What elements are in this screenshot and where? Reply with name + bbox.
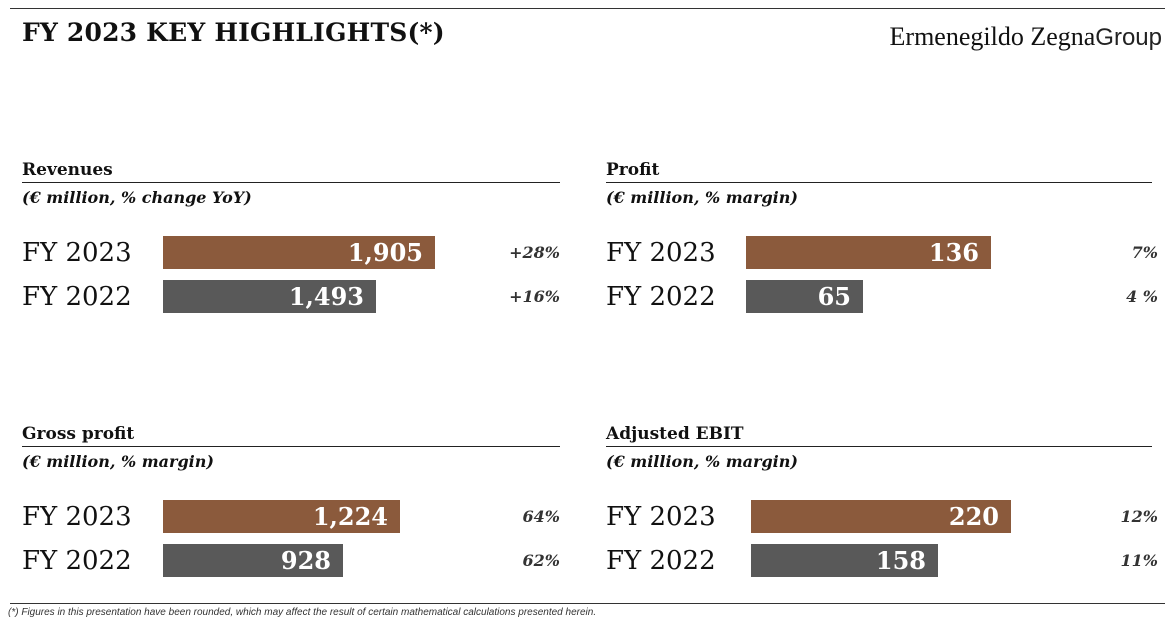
- chart-subtitle: (€ million, % change YoY): [22, 188, 252, 207]
- bar-row: FY 2022 928 62%: [22, 544, 560, 578]
- change-annotation: +16%: [509, 287, 560, 306]
- data-label: 1,224: [312, 502, 388, 531]
- category-label: FY 2023: [22, 238, 132, 268]
- category-label: FY 2022: [606, 546, 716, 576]
- bar: [746, 280, 863, 313]
- bar: [746, 236, 991, 269]
- bar-row: FY 2022 158 11%: [606, 544, 1158, 578]
- category-label: FY 2023: [22, 502, 132, 532]
- chart-title: Revenues: [22, 160, 560, 183]
- change-annotation: 12%: [1120, 507, 1158, 526]
- data-label: 158: [875, 546, 926, 575]
- chart-title: Gross profit: [22, 424, 560, 447]
- chart-title: Profit: [606, 160, 1152, 183]
- bar-row: FY 2023 1,224 64%: [22, 500, 560, 534]
- change-annotation: +28%: [509, 243, 560, 262]
- change-annotation: 62%: [522, 551, 560, 570]
- category-label: FY 2022: [606, 282, 716, 312]
- bar: [163, 500, 400, 533]
- category-label: FY 2023: [606, 238, 716, 268]
- chart-subtitle: (€ million, % margin): [22, 452, 214, 471]
- logo-name: Ermenegildo Zegna: [889, 22, 1096, 51]
- data-label: 928: [280, 546, 331, 575]
- bar: [163, 236, 435, 269]
- brand-logo: Ermenegildo ZegnaGroup: [890, 22, 1162, 52]
- category-label: FY 2023: [606, 502, 716, 532]
- chart-panel-1: Profit (€ million, % margin) FY 2023 136 7% F…: [606, 160, 1158, 320]
- chart-panel-2: Gross profit (€ million, % margin) FY 2023…: [22, 424, 560, 584]
- chart-subtitle: (€ million, % margin): [606, 452, 798, 471]
- bar-row: FY 2023 220 12%: [606, 500, 1158, 534]
- bar-row: FY 2022 1,493 +16%: [22, 280, 560, 314]
- change-annotation: 11%: [1120, 551, 1158, 570]
- bar: [751, 544, 938, 577]
- data-label: 136: [928, 238, 979, 267]
- category-label: FY 2022: [22, 546, 132, 576]
- data-label: 1,905: [347, 238, 423, 267]
- data-label: 65: [817, 282, 851, 311]
- top-rule: [10, 8, 1165, 9]
- logo-group: Group: [1095, 24, 1162, 51]
- change-annotation: 4 %: [1126, 287, 1158, 306]
- chart-panel-3: Adjusted EBIT (€ million, % margin) FY 202…: [606, 424, 1158, 584]
- bar-row: FY 2023 136 7%: [606, 236, 1158, 270]
- chart-subtitle: (€ million, % margin): [606, 188, 798, 207]
- bar: [163, 544, 343, 577]
- chart-panel-0: Revenues (€ million, % change YoY) FY 2023…: [22, 160, 560, 320]
- bottom-rule: [10, 603, 1165, 604]
- bar-row: FY 2023 1,905 +28%: [22, 236, 560, 270]
- bar: [751, 500, 1011, 533]
- category-label: FY 2022: [22, 282, 132, 312]
- data-label: 1,493: [288, 282, 364, 311]
- change-annotation: 64%: [522, 507, 560, 526]
- bar-row: FY 2022 65 4 %: [606, 280, 1158, 314]
- footnote: (*) Figures in this presentation have be…: [8, 607, 597, 618]
- page-title: FY 2023 KEY HIGHLIGHTS(*): [22, 18, 445, 47]
- data-label: 220: [948, 502, 999, 531]
- change-annotation: 7%: [1131, 243, 1158, 262]
- bar: [163, 280, 376, 313]
- chart-title: Adjusted EBIT: [606, 424, 1152, 447]
